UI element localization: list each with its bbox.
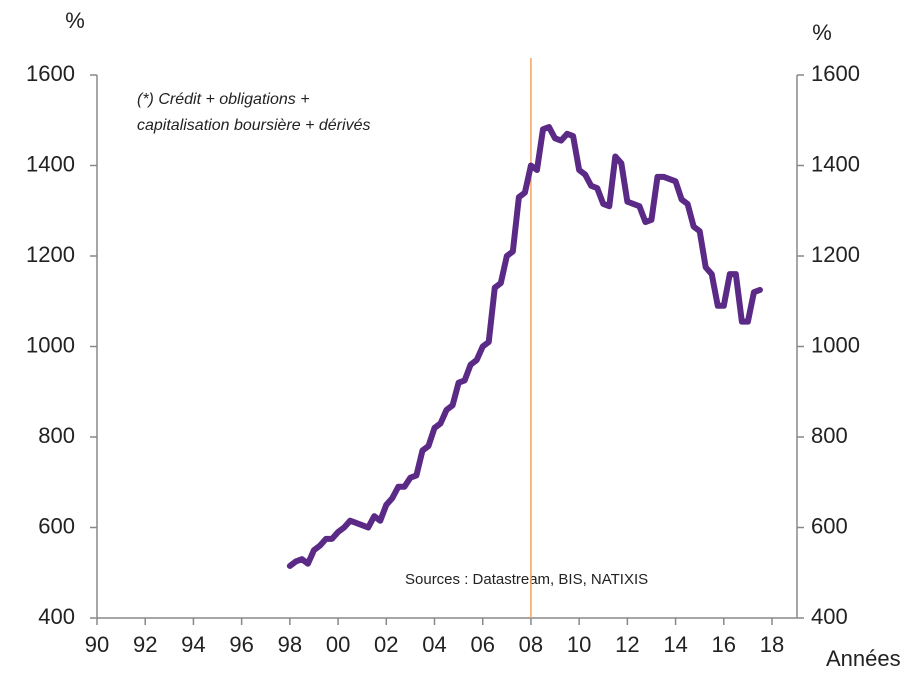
y2-tick-label: 1200 (811, 242, 860, 267)
x-tick-label: 08 (519, 632, 543, 657)
x-tick-label: 18 (760, 632, 784, 657)
y2-tick-label: 600 (811, 513, 848, 538)
y2-tick-label: 1400 (811, 151, 860, 176)
y-tick-label: 800 (38, 423, 75, 448)
x-tick-label: 98 (278, 632, 302, 657)
x-tick-label: 96 (229, 632, 253, 657)
x-tick-label: 92 (133, 632, 157, 657)
x-tick-label: 12 (615, 632, 639, 657)
annotation: capitalisation boursière + dérivés (137, 117, 370, 134)
x-tick-label: 02 (374, 632, 398, 657)
y-unit-left: % (65, 8, 85, 33)
y2-tick-label: 400 (811, 604, 848, 629)
x-tick-label: 06 (470, 632, 494, 657)
x-tick-label: 10 (567, 632, 591, 657)
x-tick-label: 90 (85, 632, 109, 657)
source-note: Sources : Datastream, BIS, NATIXIS (405, 571, 648, 588)
y-tick-label: 1400 (26, 151, 75, 176)
data-line (286, 124, 763, 569)
y-tick-label: 600 (38, 513, 75, 538)
x-tick-label: 16 (712, 632, 736, 657)
x-tick-label: 00 (326, 632, 350, 657)
y-tick-label: 400 (38, 604, 75, 629)
y-tick-label: 1000 (26, 332, 75, 357)
y2-tick-label: 1600 (811, 61, 860, 86)
y-tick-label: 1200 (26, 242, 75, 267)
x-tick-label: 14 (663, 632, 687, 657)
y-unit-right: % (812, 20, 832, 45)
x-tick-label: 94 (181, 632, 205, 657)
x-axis-label: Années (826, 646, 901, 671)
y2-tick-label: 1000 (811, 332, 860, 357)
y2-tick-label: 800 (811, 423, 848, 448)
annotation: (*) Crédit + obligations + (137, 91, 310, 108)
x-tick-label: 04 (422, 632, 446, 657)
y-tick-label: 1600 (26, 61, 75, 86)
